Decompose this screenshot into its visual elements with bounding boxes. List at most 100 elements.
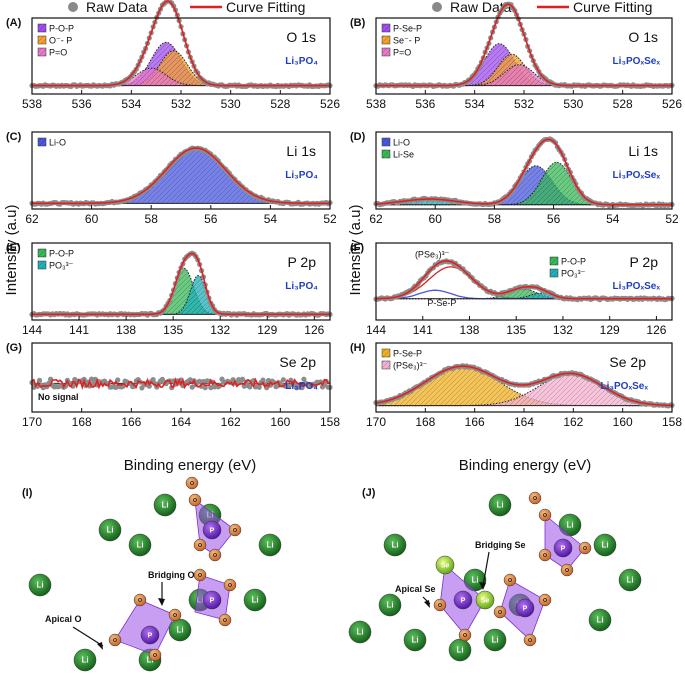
panel-letter-E: (E) <box>6 242 21 254</box>
x-tick-label: 160 <box>270 415 290 429</box>
component-legend-hatch <box>382 138 390 146</box>
phosphorus-atom-label: P <box>210 528 215 535</box>
curve-fit-legend-label-right: Curve Fitting <box>573 0 652 15</box>
component-legend-label: P-O-P <box>49 24 74 34</box>
xps-panel-B: 538 536 534 532 530 528 526 (B) O 1s Li₃POₓSeₓ P-S… <box>350 1 682 111</box>
peak-outline-A-2 <box>32 67 330 87</box>
lithium-atom <box>378 593 402 617</box>
x-tick-label: 164 <box>171 415 191 429</box>
component-legend-label: PO₃³⁻ <box>561 269 586 279</box>
x-tick-label: 166 <box>121 415 141 429</box>
lithium-atom <box>588 608 612 632</box>
x-tick-label: 54 <box>264 212 278 226</box>
bridging-arrow <box>482 551 490 587</box>
raw-point <box>189 384 195 390</box>
panel-compound-B: Li₃POₓSeₓ <box>612 56 660 67</box>
lithium-atom-label: Li <box>411 636 418 645</box>
phosphorus-atom <box>140 625 160 645</box>
x-tick-label: 129 <box>257 323 277 337</box>
x-tick-label: 138 <box>116 323 136 337</box>
x-tick-label: 528 <box>270 97 290 111</box>
oxygen-atom-dot <box>498 610 502 614</box>
phosphorus-atom <box>553 538 573 558</box>
component-legend-hatch <box>38 36 46 44</box>
component-legend-hatch <box>38 261 46 269</box>
x-tick-label: 144 <box>22 323 42 337</box>
component-legend-label: P=O <box>49 48 67 58</box>
component-legend-hatch <box>382 361 390 369</box>
xps-panel-H: 170 168 166 164 162 160 158 (H) Se 2p Li₃POₓSeₓ P-… <box>350 342 682 429</box>
x-tick-label: 126 <box>646 323 666 337</box>
bridging-label: Bridging O <box>148 570 195 580</box>
oxygen-atom-dot <box>533 496 537 500</box>
oxygen-atom <box>168 608 182 622</box>
oxygen-atom <box>108 633 122 647</box>
oxygen-atom <box>560 563 574 577</box>
oxygen-atom-dot <box>438 603 442 607</box>
oxygen-atom-dot <box>463 633 467 637</box>
oxygen-atom-dot <box>528 638 532 642</box>
raw-data-legend-marker-right <box>432 2 442 12</box>
x-tick-label: 536 <box>415 97 435 111</box>
selenium-atom <box>435 555 455 575</box>
x-tick-label: 162 <box>221 415 241 429</box>
phosphorus-atom-label: P <box>461 598 466 605</box>
panel-compound-E: Li₃PO₄ <box>285 281 318 292</box>
x-tick-label: 528 <box>613 97 633 111</box>
oxygen-atom-dot <box>565 568 569 572</box>
oxygen-atom <box>133 593 147 607</box>
lithium-atom-label: Li <box>136 541 143 550</box>
x-tick-label: 532 <box>514 97 534 111</box>
x-tick-label: 164 <box>514 415 534 429</box>
component-legend-label: (PSe₃)³⁻ <box>393 361 428 371</box>
x-tick-label: 168 <box>72 415 92 429</box>
lithium-atom <box>348 620 372 644</box>
raw-point <box>146 383 152 389</box>
panel-title-E: P 2p <box>287 254 316 270</box>
x-tick-label: 126 <box>304 323 324 337</box>
fit-curve-B <box>376 3 672 87</box>
peak-hatch-B-2 <box>376 64 672 86</box>
oxygen-atom-dot <box>153 653 157 657</box>
xps-panel-G: 170 168 166 164 162 160 158 (G) Se 2p Li₃PO₄ No si… <box>6 342 340 429</box>
component-legend-label: Se⁻- P <box>393 36 420 46</box>
component-legend-label: Li-O <box>393 138 410 148</box>
xps-panel-E: 144 141 138 135 132 129 126 (E) P 2p Li₃PO₄ P-O-P P… <box>6 242 333 337</box>
oxygen-atom-dot <box>543 513 547 517</box>
lithium-atom <box>28 573 52 597</box>
panel-compound-C: Li₃PO₄ <box>285 170 318 181</box>
phosphorus-atom-label: P <box>148 633 153 640</box>
lithium-atom-label: Li <box>471 576 478 585</box>
peak-hatch-E-0 <box>32 268 330 315</box>
plot-frame-F <box>375 242 673 321</box>
lithium-atom <box>483 628 507 652</box>
x-tick-label: 170 <box>366 415 386 429</box>
oxygen-atom <box>458 628 472 642</box>
apical-label: Apical Se <box>395 584 436 594</box>
oxygen-atom <box>193 568 207 582</box>
raw-point <box>247 384 253 390</box>
lithium-atom-label: Li <box>356 628 363 637</box>
x-tick-label: 58 <box>488 212 502 226</box>
raw-point <box>239 376 246 382</box>
oxygen-atom <box>218 613 232 627</box>
plot-frame-D <box>375 131 673 210</box>
raw-point <box>301 376 307 382</box>
fit-curve-A <box>32 0 330 87</box>
x-tick-label: 158 <box>662 415 682 429</box>
raw-data-legend-label-right: Raw Data <box>450 0 512 15</box>
peak-label-p-se-p: P-Se-P <box>427 298 456 308</box>
raw-point <box>197 378 203 384</box>
selenium-atom-label: Se <box>481 598 490 605</box>
x-tick-label: 62 <box>369 212 383 226</box>
lithium-atom <box>243 588 267 612</box>
x-tick-label: 141 <box>69 323 89 337</box>
x-tick-label: 135 <box>163 323 183 337</box>
oxygen-atom-dot <box>173 613 177 617</box>
x-tick-label: 56 <box>204 212 218 226</box>
x-tick-label: 532 <box>171 97 191 111</box>
raw-point <box>256 384 262 390</box>
oxygen-atom <box>148 648 162 662</box>
x-tick-label: 58 <box>145 212 159 226</box>
panel-letter-B: (B) <box>350 17 366 29</box>
